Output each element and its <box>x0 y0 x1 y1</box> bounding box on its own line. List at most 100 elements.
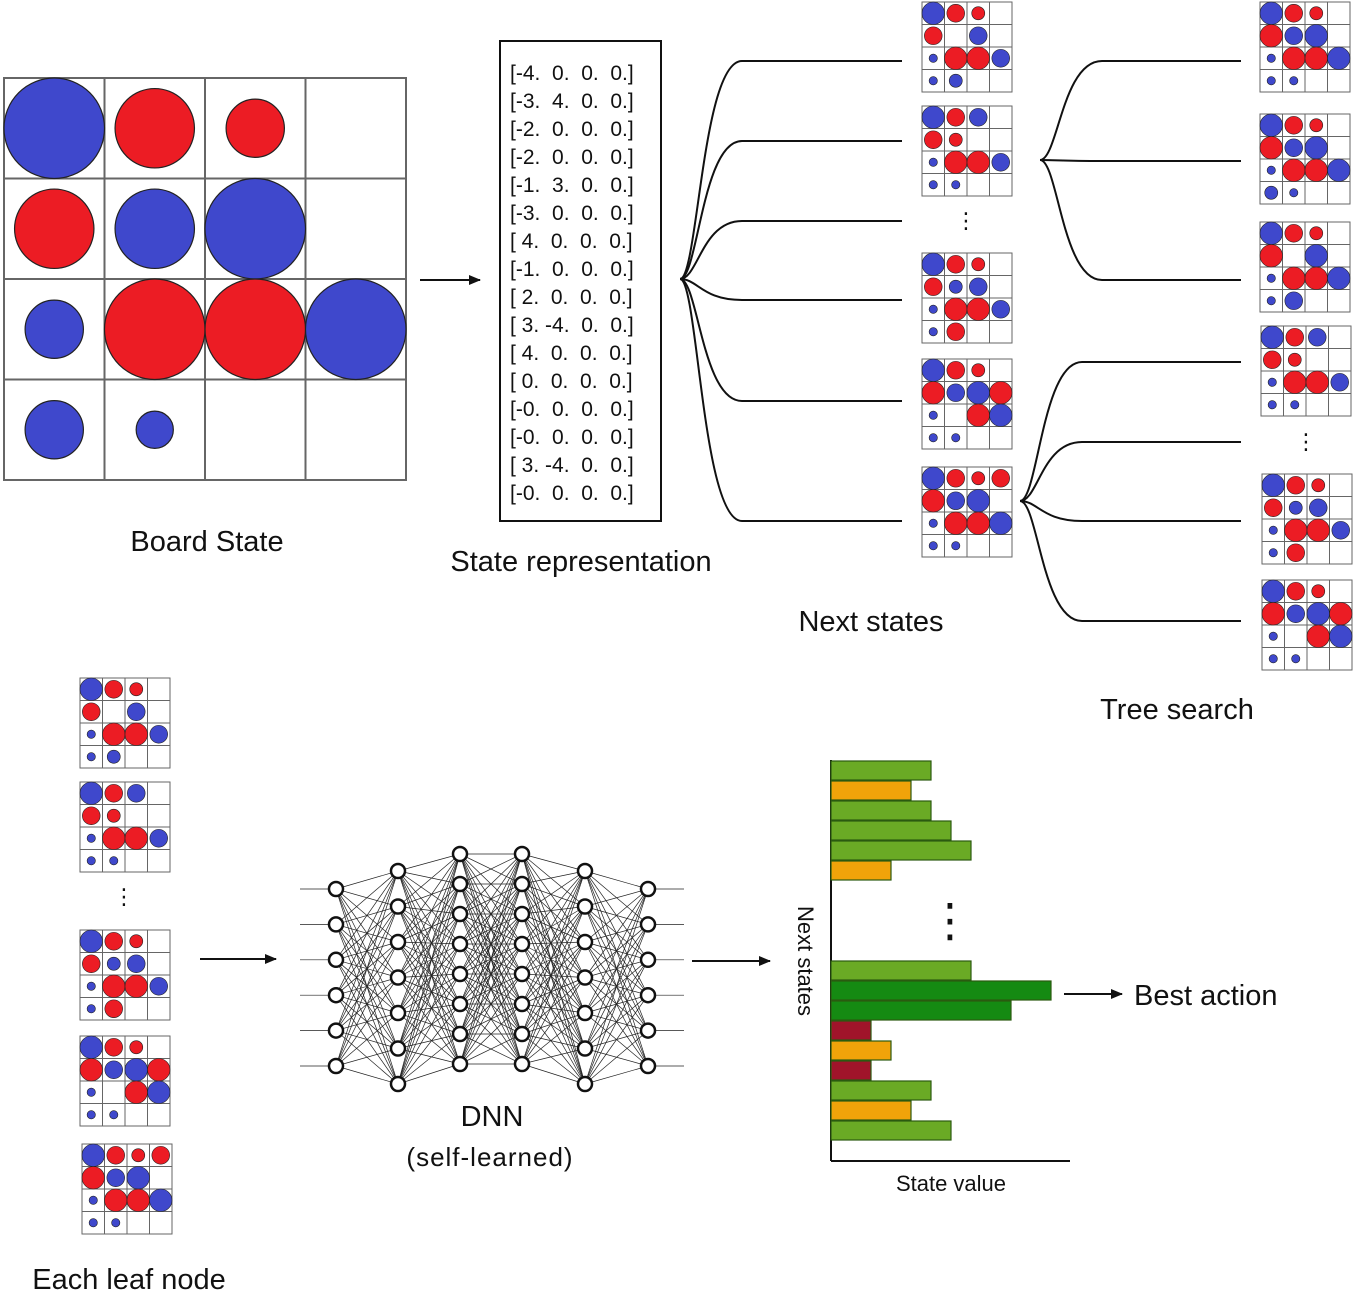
matrix-row: [-2. 0. 0. 0.] <box>510 146 634 169</box>
chart-bar-green <box>830 1120 952 1141</box>
ellipsis-tree-search: ⋮ <box>1295 429 1317 454</box>
matrix-row: [ 0. 0. 0. 0.] <box>510 370 633 393</box>
blue-piece <box>928 304 938 314</box>
red-piece <box>1282 46 1306 70</box>
red-piece <box>106 808 121 823</box>
blue-piece <box>928 541 938 551</box>
red-piece <box>1329 602 1353 626</box>
network-edge <box>521 913 586 943</box>
blue-piece <box>1266 296 1276 306</box>
network-node <box>639 880 657 898</box>
blue-piece <box>1286 604 1305 623</box>
network-edge <box>397 977 461 1005</box>
network-edge <box>521 870 586 1065</box>
network-edge <box>397 906 461 915</box>
branch-line <box>1039 159 1241 162</box>
branch-line <box>679 60 902 280</box>
network-edge <box>521 906 586 1005</box>
blue-piece <box>86 1004 96 1014</box>
blue-piece <box>1284 291 1303 310</box>
branch-line <box>1039 159 1241 281</box>
red-piece <box>1309 6 1324 21</box>
matrix-row: [-1. 3. 0. 0.] <box>510 174 634 197</box>
network-edge <box>521 1003 586 1014</box>
red-piece <box>1259 244 1283 268</box>
label-dnn-subtitle: (self-learned) <box>406 1142 573 1172</box>
blue-piece <box>1308 328 1327 347</box>
red-piece <box>131 1148 146 1163</box>
blue-piece <box>1261 579 1285 603</box>
network-edge <box>521 870 586 975</box>
network-edge <box>397 883 461 907</box>
mini-boards <box>79 1 1353 1235</box>
neural-network <box>300 845 684 1093</box>
red-piece <box>1284 4 1303 23</box>
network-edge <box>335 1065 399 1085</box>
red-piece <box>948 132 963 147</box>
network-edge <box>397 883 461 978</box>
red-piece <box>1304 266 1328 290</box>
state-representation-box <box>499 40 662 522</box>
network-edge <box>521 973 586 1085</box>
network-node <box>576 1004 594 1022</box>
blue-piece <box>1268 548 1278 558</box>
mini-board <box>1261 473 1353 565</box>
blue-piece <box>1288 500 1303 515</box>
blue-piece <box>1290 400 1300 410</box>
red-piece <box>1264 498 1283 517</box>
branch-line <box>679 278 902 522</box>
state-value-chart: Next states State value <box>793 760 1070 1196</box>
red-piece <box>966 403 990 427</box>
label-each-leaf-node: Each leaf node <box>32 1264 225 1296</box>
blue-piece <box>1284 26 1303 45</box>
chart-bar-dark-red <box>830 1020 872 1041</box>
label-best-action: Best action <box>1134 980 1277 1012</box>
red-piece <box>946 361 965 380</box>
red-piece <box>924 277 943 296</box>
blue-piece <box>1266 53 1276 63</box>
branch-lines-tree-search-upper <box>1039 60 1241 281</box>
red-piece <box>1282 158 1306 182</box>
matrix-row: [-0. 0. 0. 0.] <box>510 398 634 421</box>
network-node <box>451 905 469 923</box>
mini-board <box>1260 325 1352 417</box>
matrix-row: [-3. 0. 0. 0.] <box>510 202 634 225</box>
network-edge <box>521 913 586 1085</box>
network-node <box>639 1022 657 1039</box>
mini-board <box>1261 579 1353 671</box>
network-edge <box>397 943 461 1085</box>
label-state-representation: State representation <box>450 546 711 578</box>
network-edge <box>397 913 461 943</box>
blue-piece <box>1267 377 1277 387</box>
blue-piece <box>1329 624 1353 648</box>
blue-piece <box>79 781 103 805</box>
blue-piece <box>88 1195 98 1205</box>
red-piece <box>946 108 965 127</box>
red-piece <box>946 4 965 23</box>
blue-piece <box>1289 76 1299 86</box>
red-piece <box>102 974 126 998</box>
chart-bar-orange <box>830 860 892 881</box>
mini-board <box>1259 1 1351 93</box>
red-piece <box>1282 266 1306 290</box>
network-node <box>389 862 407 880</box>
network-edge <box>397 973 461 978</box>
network-edge <box>521 941 586 1005</box>
red-piece <box>946 255 965 274</box>
network-edge <box>459 1033 523 1065</box>
red-piece <box>971 6 986 21</box>
network-edge <box>335 941 399 1067</box>
blue-piece <box>86 1110 96 1120</box>
blue-piece <box>126 1166 150 1190</box>
blue-piece <box>951 541 961 551</box>
chart-bar-orange <box>830 1040 892 1061</box>
red-piece <box>1306 624 1330 648</box>
network-node <box>576 862 594 880</box>
chart-bar-dark-red <box>830 1060 872 1081</box>
blue-piece <box>106 956 121 971</box>
network-edge <box>521 1033 586 1049</box>
blue-piece <box>921 466 945 490</box>
network-edge <box>397 870 461 1005</box>
red-piece <box>946 322 965 341</box>
